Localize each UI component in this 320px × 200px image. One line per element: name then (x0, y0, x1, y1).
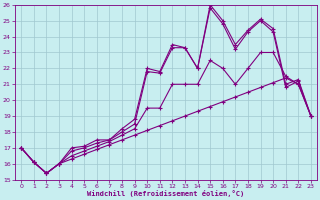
X-axis label: Windchill (Refroidissement éolien,°C): Windchill (Refroidissement éolien,°C) (87, 190, 245, 197)
